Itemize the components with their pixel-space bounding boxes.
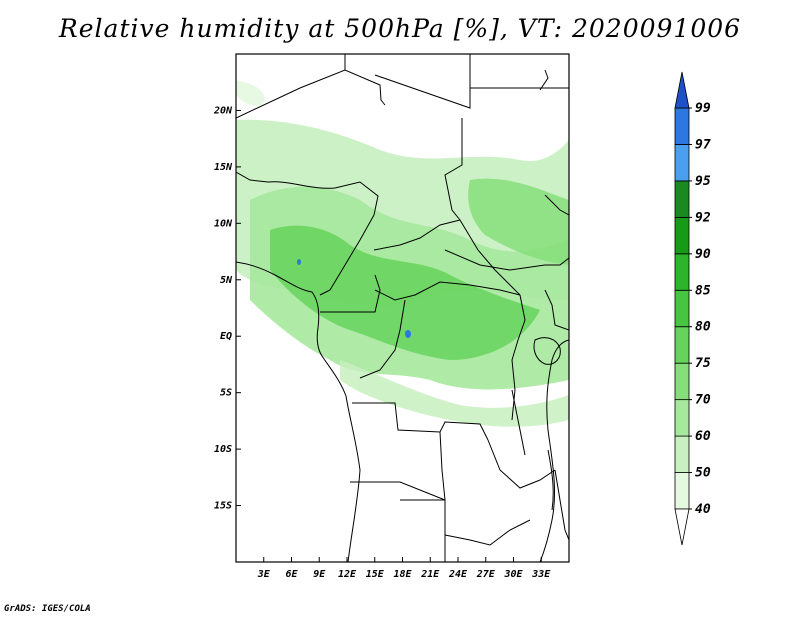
humidity-field [236, 80, 569, 427]
border-mozambique [554, 469, 569, 541]
lon-tick-label: 21E [420, 569, 440, 580]
border-chad-libya [469, 87, 569, 108]
colorbar-bin [674, 180, 690, 218]
border-niger-nigeria [267, 181, 379, 216]
border-car-drc [374, 281, 521, 301]
colorbar-label: 60 [695, 429, 711, 444]
colorbar-label: 85 [695, 283, 711, 298]
grads-credit: GrADS: IGES/COLA [4, 604, 91, 614]
colorbar-label: 99 [695, 101, 711, 116]
humidity-max-spot [405, 330, 411, 338]
colorbar-label: 95 [695, 174, 711, 189]
humidity-band-south-fringe [340, 360, 569, 427]
border-cameroon-congo [320, 274, 381, 313]
colorbar-label: 80 [695, 320, 711, 335]
border-mali-burkina [236, 171, 269, 183]
lon-tick-label: 18E [393, 569, 412, 580]
colorbar-bin [674, 326, 690, 364]
border-angola-zambia [400, 431, 446, 501]
lon-tick-label: 30E [503, 569, 523, 580]
border-zambia-south [444, 519, 531, 546]
colorbar-bin [674, 216, 690, 255]
longitude-axis: 3E 6E 9E 12E 15E 18E 21E 24E 27E 30E 33E [257, 557, 551, 580]
colorbar-label: 92 [695, 210, 711, 225]
colorbar-bin [674, 289, 690, 328]
lon-tick-label: 27E [476, 569, 496, 580]
border-libya [374, 54, 471, 109]
colorbar: 40 50 60 70 75 80 85 90 92 95 97 99 [674, 71, 711, 546]
lat-tick-label: 15N [214, 162, 233, 173]
humidity-band-east [468, 178, 569, 265]
chart-title: Relative humidity at 500hPa [%], VT: 202… [58, 14, 742, 43]
border-ethiopia [544, 194, 569, 216]
humidity-band-north-patch [236, 80, 265, 106]
humidity-max-spot [297, 259, 301, 265]
border-sahara [236, 69, 386, 119]
border-nigeria-cameroon [319, 214, 375, 296]
colorbar-label: 97 [695, 137, 711, 152]
colorbar-label: 90 [695, 247, 711, 262]
border-congo-drc [359, 299, 406, 379]
border-chad-car [373, 219, 461, 251]
lon-tick-label: 24E [448, 569, 468, 580]
colorbar-top-arrow [674, 71, 690, 109]
lon-tick-label: 9E [313, 569, 326, 580]
border-lake-victoria [533, 337, 561, 365]
colorbar-bottom-arrow [674, 508, 690, 546]
lat-tick-label: EQ [220, 331, 232, 342]
colorbar-bin [674, 107, 690, 145]
colorbar-bin [674, 472, 690, 510]
lon-tick-label: 12E [338, 569, 357, 580]
lon-tick-label: 33E [531, 569, 551, 580]
lon-tick-label: 15E [366, 569, 385, 580]
colorbar-label: 40 [695, 502, 711, 517]
lon-tick-label: 6E [285, 569, 298, 580]
colorbar-bin [674, 435, 690, 473]
border-chad-sudan [444, 118, 463, 221]
country-borders [236, 54, 569, 562]
colorbar-label: 75 [695, 356, 711, 371]
latitude-axis: 20N 15N 10N 5N EQ 5S 10S 15S [213, 105, 241, 512]
lat-tick-label: 10S [214, 444, 232, 455]
border-uganda-kenya [544, 289, 569, 331]
colorbar-label: 50 [695, 466, 711, 481]
border-drc-east [511, 294, 526, 421]
lat-tick-label: 20N [213, 105, 233, 116]
colorbar-bin [674, 253, 690, 291]
border-car-sudan [459, 219, 521, 296]
lat-tick-label: 5S [220, 388, 232, 399]
border-angola-namibia [350, 481, 446, 501]
colorbar-label: 70 [695, 393, 711, 408]
border-zambia-east [487, 439, 556, 489]
lat-tick-label: 5N [220, 275, 233, 286]
border-south-sudan [444, 249, 569, 271]
coastline-west-africa [236, 261, 361, 562]
border-lake-tanganyika [511, 389, 526, 456]
coastline-east-africa [539, 339, 569, 562]
humidity-band-core [270, 225, 540, 360]
colorbar-bin [674, 144, 690, 182]
colorbar-bin [674, 399, 690, 437]
border-lake-malawi [547, 449, 554, 511]
lon-tick-label: 3E [257, 569, 271, 580]
lat-tick-label: 10N [214, 218, 233, 229]
lat-tick-label: 15S [214, 501, 232, 512]
colorbar-bin [674, 362, 690, 401]
border-red-sea [539, 69, 549, 91]
